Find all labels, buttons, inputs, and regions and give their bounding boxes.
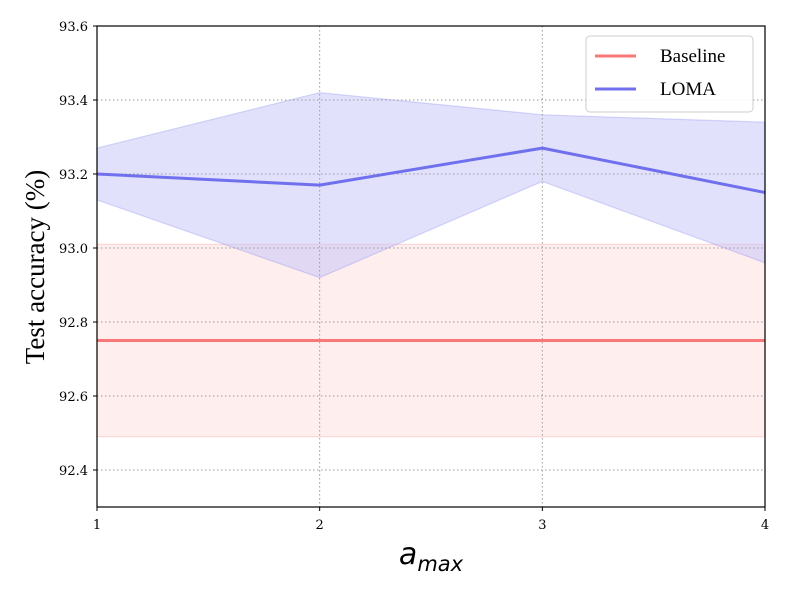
y-tick-label: 92.8 <box>59 316 88 331</box>
x-axis-label: amax <box>399 537 464 576</box>
x-tick-label: 4 <box>761 518 769 533</box>
legend-label-loma: LOMA <box>660 79 716 100</box>
tick-labels: 1 2 3 4 92.4 92.6 92.8 93.0 93.2 93.4 93.6 <box>59 20 769 533</box>
y-tick-label: 93.2 <box>59 168 88 183</box>
x-tick-label: 1 <box>93 518 101 533</box>
x-axis-label-subscript: max <box>417 552 463 576</box>
confidence-bands <box>96 91 766 438</box>
y-tick-label: 93.4 <box>59 94 88 109</box>
y-tick-label: 92.6 <box>59 390 88 405</box>
legend: Baseline LOMA <box>585 35 754 113</box>
x-tick-label: 2 <box>316 518 324 533</box>
legend-label-baseline: Baseline <box>660 46 725 67</box>
y-axis-label: Test accuracy (%) <box>20 170 50 364</box>
x-axis-label-main: a <box>399 537 417 572</box>
series-lines <box>96 146 766 342</box>
series-line-loma <box>96 146 766 194</box>
y-tick-label: 93.6 <box>59 20 88 35</box>
axes <box>96 25 766 508</box>
y-tick-label: 93.0 <box>59 242 88 257</box>
y-tick-label: 92.4 <box>59 464 88 479</box>
x-tick-label: 3 <box>538 518 546 533</box>
plot-frame <box>96 25 766 508</box>
